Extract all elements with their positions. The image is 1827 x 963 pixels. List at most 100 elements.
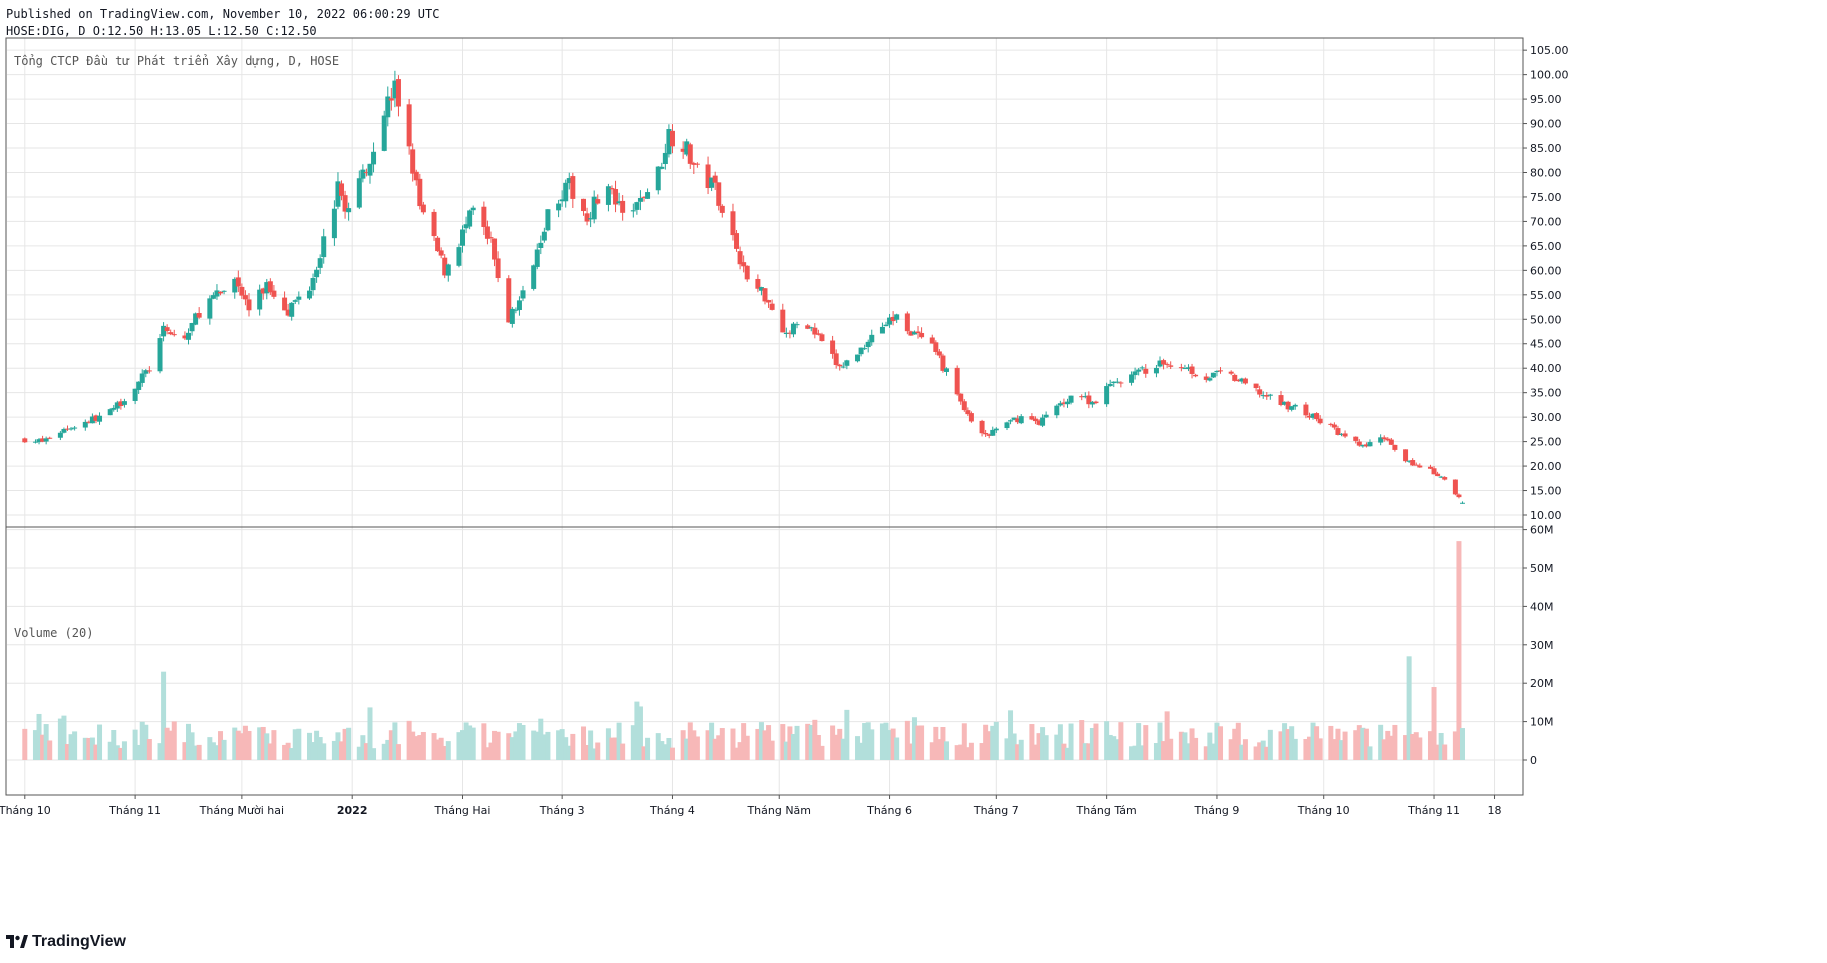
candle-body (1331, 424, 1337, 428)
candle-body (1161, 360, 1167, 365)
candle-body (1292, 404, 1298, 407)
volume-tick-label: 10M (1530, 716, 1554, 729)
candle-body (360, 169, 366, 179)
volume-bar (363, 743, 369, 760)
volume-bar (1335, 728, 1341, 760)
tradingview-logo[interactable]: TradingView (6, 933, 126, 951)
volume-bar (879, 723, 885, 760)
volume-bar (111, 729, 117, 760)
candle-body (641, 196, 647, 198)
candle-body (1363, 444, 1369, 447)
volume-bar (581, 726, 587, 760)
volume-bar (1157, 722, 1163, 760)
candle-body (1392, 444, 1398, 450)
candle-body (655, 166, 661, 191)
candle-body (185, 332, 191, 340)
volume-bar (1342, 731, 1348, 760)
candle-body (1385, 438, 1391, 441)
volume-bar (641, 746, 647, 760)
candle-body (570, 176, 576, 199)
candle-body (467, 210, 473, 227)
candle-body (1438, 476, 1444, 478)
candle-body (1029, 416, 1035, 420)
volume-bar (406, 720, 412, 760)
candle-body (57, 432, 63, 438)
candle-body (958, 393, 964, 402)
candle-body (1257, 389, 1263, 395)
candle-body (758, 287, 764, 291)
volume-bar (1093, 723, 1099, 760)
volume-bar (645, 737, 651, 760)
volume-bar (306, 732, 312, 760)
time-tick-label: 18 (1488, 804, 1502, 817)
volume-bar (132, 729, 138, 760)
candle-body (1210, 372, 1216, 378)
volume-bar (815, 735, 821, 760)
candle-body (363, 172, 369, 174)
volume-bar (990, 725, 996, 760)
candle-body (879, 326, 885, 334)
volume-bar (381, 743, 387, 760)
volume-bar (712, 738, 718, 760)
volume-bar (1011, 733, 1017, 760)
candle-body (264, 282, 270, 294)
candle-body (968, 413, 974, 422)
candle-body (669, 130, 675, 147)
candle-body (442, 257, 448, 276)
volume-bar (82, 737, 88, 760)
volume-bar (1118, 722, 1124, 760)
volume-bar (1228, 739, 1234, 760)
candle-body (605, 186, 611, 205)
volume-bar (894, 737, 900, 760)
volume-bar (1310, 722, 1316, 760)
candle-body (460, 229, 466, 246)
candle-body (513, 309, 519, 311)
candle-body (659, 166, 665, 169)
volume-bar (545, 731, 551, 760)
volume-bar (1253, 746, 1259, 760)
candle-body (392, 80, 398, 99)
volume-bar (783, 741, 789, 760)
volume-bar (705, 730, 711, 760)
volume-bar (943, 741, 949, 760)
volume-bar (1413, 732, 1419, 760)
volume-bar (520, 724, 526, 760)
volume-bar (435, 739, 441, 760)
volume-bar (1207, 732, 1213, 760)
volume-bar (1260, 740, 1266, 760)
volume-bar (858, 742, 864, 760)
volume-bar (207, 737, 213, 760)
volume-bar (1410, 734, 1416, 760)
volume-bar (744, 735, 750, 760)
volume-bar (556, 730, 562, 760)
candle-body (40, 438, 46, 442)
candle-body (285, 309, 291, 316)
candle-body (445, 264, 451, 276)
candle-body (855, 354, 861, 362)
volume-bar (1242, 739, 1248, 760)
candle-body (1306, 415, 1312, 418)
candle-body (790, 323, 796, 335)
candle-body (210, 295, 216, 299)
volume-bar (954, 745, 960, 760)
candle-body (1310, 413, 1316, 418)
candle-body (1040, 417, 1046, 426)
candle-body (143, 370, 149, 374)
volume-bar (961, 723, 967, 760)
volume-bar (22, 728, 28, 760)
candle-body (620, 200, 626, 213)
volume-bar (915, 725, 921, 760)
candle-body (1378, 437, 1384, 443)
volume-bar (335, 732, 341, 760)
candle-body (1303, 404, 1309, 416)
volume-tick-label: 40M (1530, 600, 1554, 613)
volume-bar (1403, 735, 1409, 760)
candle-body (709, 177, 715, 188)
volume-bar (495, 731, 501, 760)
price-tick-label: 15.00 (1530, 485, 1562, 498)
volume-bar (790, 733, 796, 760)
price-tick-label: 70.00 (1530, 215, 1562, 228)
candle-body (666, 129, 672, 155)
volume-bar (1442, 744, 1448, 760)
